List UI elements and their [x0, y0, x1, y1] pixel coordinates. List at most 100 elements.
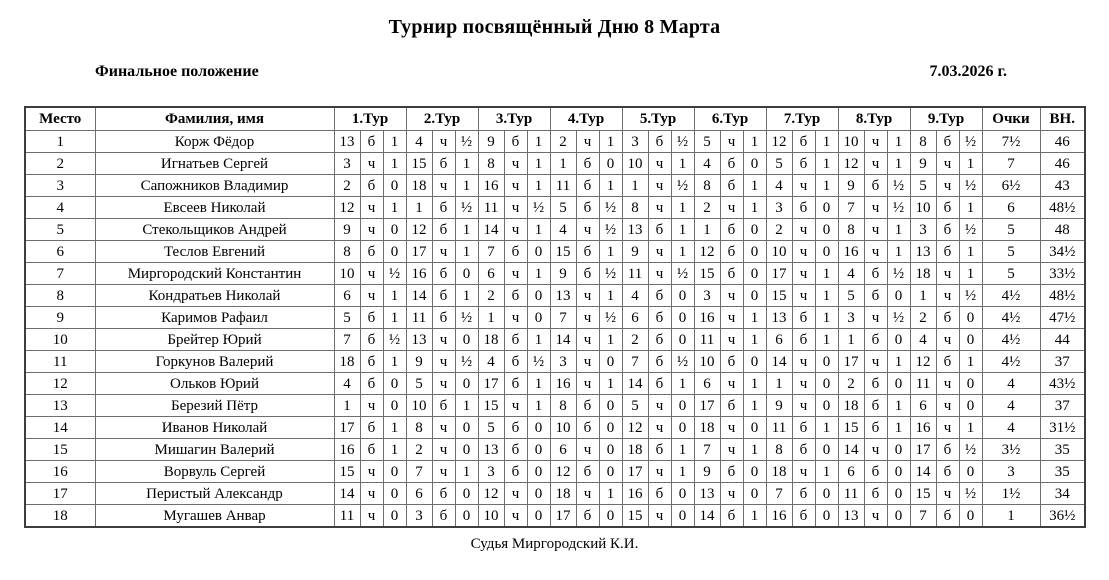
round-color-cell: б — [863, 328, 888, 351]
round-color-cell: ч — [647, 416, 672, 439]
round-color-cell: б — [719, 152, 744, 175]
bh-cell: 35 — [1039, 460, 1086, 483]
round-color-cell: б — [503, 328, 528, 351]
round-color-cell: ч — [935, 482, 960, 505]
round-color-cell: б — [791, 306, 816, 329]
round-color-cell: б — [719, 262, 744, 285]
round-color-cell: ч — [359, 284, 384, 307]
round-result-cell: 1 — [814, 306, 839, 329]
round-result-cell: 0 — [958, 328, 983, 351]
round-color-cell: ч — [935, 152, 960, 175]
round-color-cell: ч — [431, 350, 456, 373]
round-color-cell: б — [791, 504, 816, 528]
round-color-cell: ч — [575, 482, 600, 505]
round-opponent-cell: 18 — [621, 438, 649, 461]
round-result-cell: 0 — [742, 416, 767, 439]
round-color-cell: б — [503, 240, 528, 263]
round-color-cell: б — [719, 394, 744, 417]
round-color-cell: ч — [863, 350, 888, 373]
round-result-cell: 0 — [742, 482, 767, 505]
round-result-cell: 0 — [670, 394, 695, 417]
round-result-cell: 0 — [742, 262, 767, 285]
round-result-cell: 1 — [742, 438, 767, 461]
round-result-cell: ½ — [958, 218, 983, 241]
round-color-cell: б — [431, 152, 456, 175]
player-name-cell: Ольков Юрий — [94, 372, 335, 395]
round-result-cell: 1 — [670, 218, 695, 241]
round-opponent-cell: 17 — [333, 416, 361, 439]
points-cell: 5 — [981, 240, 1041, 263]
round-result-cell: 1 — [598, 174, 623, 197]
round-opponent-cell: 4 — [837, 262, 865, 285]
round-opponent-cell: 11 — [837, 482, 865, 505]
round-opponent-cell: 2 — [693, 196, 721, 219]
round-opponent-cell: 5 — [837, 284, 865, 307]
round-color-cell: б — [431, 394, 456, 417]
round-opponent-cell: 10 — [765, 240, 793, 263]
player-name-cell: Ворвуль Сергей — [94, 460, 335, 483]
round-color-cell: б — [503, 350, 528, 373]
round-result-cell: ½ — [382, 328, 407, 351]
bh-cell: 31½ — [1039, 416, 1086, 439]
player-name-cell: Теслов Евгений — [94, 240, 335, 263]
round-result-cell: 0 — [742, 350, 767, 373]
header-row: Место Фамилия, имя 1.Тур 2.Тур 3.Тур 4.Т… — [24, 106, 1086, 131]
round-result-cell: ½ — [454, 350, 479, 373]
table-row: 15 Мишагин Валерий 16 б 1 2 ч 0 13 б 0 6 ч 0 18 б 1 7 ч 1 8 б… — [24, 438, 1086, 461]
round-result-cell: 0 — [382, 240, 407, 263]
round-color-cell: ч — [503, 174, 528, 197]
round-opponent-cell: 14 — [837, 438, 865, 461]
round-color-cell: ч — [575, 130, 600, 153]
round-result-cell: 0 — [598, 504, 623, 528]
round-opponent-cell: 6 — [765, 328, 793, 351]
round-opponent-cell: 3 — [621, 130, 649, 153]
round-opponent-cell: 12 — [405, 218, 433, 241]
round-opponent-cell: 4 — [405, 130, 433, 153]
table-row: 11 Горкунов Валерий 18 б 1 9 ч ½ 4 б ½ 3 ч 0 7 б ½ 10 б 0 14… — [24, 350, 1086, 373]
round-opponent-cell: 15 — [765, 284, 793, 307]
round-result-cell: 0 — [742, 152, 767, 175]
round-opponent-cell: 18 — [837, 394, 865, 417]
round-opponent-cell: 9 — [837, 174, 865, 197]
player-name-cell: Игнатьев Сергей — [94, 152, 335, 175]
round-result-cell: 1 — [886, 152, 911, 175]
points-cell: 6½ — [981, 174, 1041, 197]
round-result-cell: 0 — [958, 504, 983, 528]
round-opponent-cell: 17 — [837, 350, 865, 373]
place-cell: 11 — [24, 350, 96, 373]
place-cell: 10 — [24, 328, 96, 351]
round-opponent-cell: 5 — [549, 196, 577, 219]
round-color-cell: б — [863, 460, 888, 483]
round-result-cell: 1 — [382, 416, 407, 439]
round-color-cell: б — [359, 328, 384, 351]
round-result-cell: 0 — [814, 240, 839, 263]
player-name-cell: Каримов Рафаил — [94, 306, 335, 329]
bh-cell: 35 — [1039, 438, 1086, 461]
subtitle-row: Финальное положение 7.03.2026 г. — [95, 63, 1007, 81]
round-opponent-cell: 4 — [333, 372, 361, 395]
round-result-cell: 1 — [598, 482, 623, 505]
round-color-cell: б — [791, 416, 816, 439]
round-color-cell: ч — [863, 504, 888, 528]
header-round-6: 6.Тур — [693, 106, 767, 131]
round-opponent-cell: 4 — [909, 328, 937, 351]
round-result-cell: 0 — [526, 460, 551, 483]
table-row: 5 Стекольщиков Андрей 9 ч 0 12 б 1 14 ч 1 4 ч ½ 13 б 1 1 б… — [24, 218, 1086, 241]
round-result-cell: 0 — [886, 482, 911, 505]
points-cell: 1 — [981, 504, 1041, 528]
bh-cell: 48½ — [1039, 196, 1086, 219]
round-opponent-cell: 5 — [765, 152, 793, 175]
round-color-cell: б — [431, 218, 456, 241]
round-result-cell: 0 — [814, 438, 839, 461]
round-opponent-cell: 15 — [405, 152, 433, 175]
round-color-cell: ч — [431, 460, 456, 483]
round-opponent-cell: 3 — [693, 284, 721, 307]
round-color-cell: б — [791, 196, 816, 219]
round-opponent-cell: 3 — [333, 152, 361, 175]
round-color-cell: ч — [791, 394, 816, 417]
round-result-cell: 0 — [814, 504, 839, 528]
round-result-cell: 1 — [526, 372, 551, 395]
round-color-cell: ч — [719, 372, 744, 395]
round-result-cell: 1 — [670, 460, 695, 483]
place-cell: 7 — [24, 262, 96, 285]
